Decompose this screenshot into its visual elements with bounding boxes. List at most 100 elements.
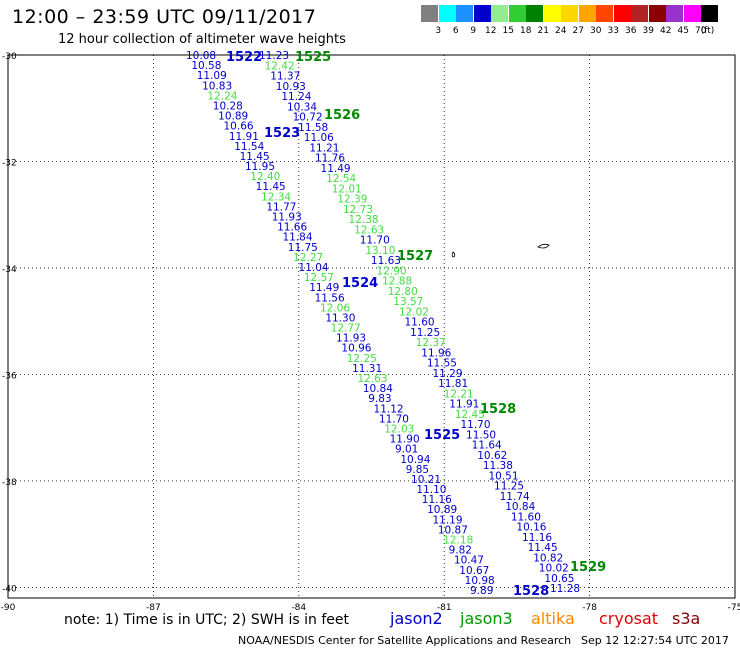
wave-height-value: 11.25 [494, 481, 524, 493]
wave-height-value: 10.08 [186, 50, 216, 62]
wave-height-value: 9.01 [395, 444, 418, 456]
wave-height-value: 11.37 [270, 71, 300, 83]
lat-tick-label: -30 [2, 52, 17, 62]
colorbar-label: 15 [502, 26, 514, 36]
wave-height-value: 10.21 [411, 474, 441, 486]
map-title: 12:00 – 23:59 UTC 09/11/2017 [12, 6, 317, 28]
pass-number-label: 1524 [342, 276, 378, 291]
wave-height-value: 12.06 [320, 302, 350, 314]
colorbar-label: 18 [520, 26, 532, 36]
colorbar-label: 24 [555, 26, 567, 36]
wave-height-value: 11.63 [371, 255, 401, 267]
wave-height-value: 11.30 [325, 312, 355, 324]
colorbar-swatch [631, 5, 648, 22]
wave-height-value: 10.98 [465, 575, 495, 587]
colorbar-label: 36 [625, 26, 637, 36]
wave-height-value: 10.94 [400, 454, 430, 466]
lon-tick-label: -78 [582, 603, 597, 613]
colorbar-label: 12 [485, 26, 497, 36]
wave-height-value: 12.21 [444, 388, 474, 400]
colorbar-label: 27 [572, 26, 584, 36]
wave-height-value: 11.25 [410, 327, 440, 339]
wave-height-value: 12.90 [377, 265, 407, 277]
wave-height-value: 10.84 [363, 383, 393, 395]
wave-height-value: 13.57 [393, 296, 423, 308]
colorbar-label: 21 [537, 26, 549, 36]
wave-height-value: 12.24 [207, 90, 237, 102]
colorbar-swatch [561, 5, 578, 22]
colorbar-label: 45 [677, 26, 689, 36]
wave-height-value: 11.70 [379, 413, 409, 425]
lat-tick-label: -38 [2, 478, 17, 488]
colorbar-label: 30 [590, 26, 602, 36]
wave-height-value: 11.58 [298, 122, 328, 134]
pass-number-label: 1527 [397, 249, 433, 264]
wave-height-value: 12.73 [343, 204, 373, 216]
wave-height-value: 12.42 [265, 60, 295, 72]
wave-height-value: 10.82 [533, 552, 563, 564]
footer-timestamp: Sep 12 12:27:54 UTC 2017 [581, 634, 729, 647]
colorbar-swatch [578, 5, 596, 22]
wave-height-value: 11.50 [466, 429, 496, 441]
colorbar-label: 39 [642, 26, 654, 36]
pass-number-label: 1525 [295, 50, 331, 65]
wave-height-value: 11.70 [460, 419, 490, 431]
wave-height-value: 11.96 [421, 347, 451, 359]
wave-height-value: 12.37 [416, 337, 446, 349]
wave-height-value: 11.23 [259, 50, 289, 62]
lon-tick-label: -90 [1, 603, 16, 613]
pass-number-label: 1529 [570, 560, 606, 575]
map-frame [7, 54, 736, 599]
wave-height-value: 10.87 [438, 524, 468, 536]
wave-height-value: 10.96 [341, 343, 371, 355]
wave-height-value: 11.70 [360, 235, 390, 247]
wave-height-value: 9.82 [449, 545, 472, 557]
wave-height-value: 11.81 [438, 378, 468, 390]
wave-height-value: 12.25 [347, 353, 377, 365]
wave-height-value: 11.10 [416, 484, 446, 496]
wave-height-value: 12.40 [250, 171, 280, 183]
wave-height-value: 12.38 [349, 214, 379, 226]
legend-item-jason2: jason2 [390, 609, 443, 628]
lon-tick-label: -81 [437, 603, 452, 613]
colorbar-swatch [473, 5, 491, 22]
wave-height-value: 11.93 [336, 333, 366, 345]
lat-tick-label: -32 [2, 158, 17, 168]
wave-height-value: 11.16 [422, 494, 452, 506]
colorbar-swatch [438, 5, 456, 22]
wave-height-value: 11.45 [256, 181, 286, 193]
wave-height-value: 11.91 [229, 131, 259, 143]
wave-height-value: 10.16 [516, 522, 546, 534]
wave-height-value: 10.47 [454, 555, 484, 567]
colorbar-label: 3 [435, 26, 442, 36]
wave-height-value: 11.12 [374, 403, 404, 415]
wave-height-value: 10.65 [544, 573, 574, 585]
wave-height-value: 11.31 [352, 363, 382, 375]
wave-height-value: 11.28 [550, 583, 580, 595]
wave-height-value: 11.60 [405, 317, 435, 329]
wave-height-value: 12.34 [261, 191, 291, 203]
colorbar-swatch [543, 5, 561, 22]
wave-height-value: 10.58 [191, 60, 221, 72]
legend-item-cryosat: cryosat [599, 609, 659, 628]
legend-item-jason3: jason3 [460, 609, 513, 628]
wave-height-value: 12.88 [382, 276, 412, 288]
wave-height-value: 10.89 [218, 111, 248, 123]
pass-number-label: 1528 [480, 402, 516, 417]
wave-height-value: 11.76 [315, 153, 345, 165]
lon-tick-label: -87 [146, 603, 161, 613]
wave-height-value: 12.63 [354, 224, 384, 236]
legend-item-altika: altika [531, 609, 575, 628]
note-text: note: 1) Time is in UTC; 2) SWH is in fe… [64, 612, 350, 628]
wave-height-value: 11.95 [245, 161, 275, 173]
wave-height-value: 11.66 [277, 222, 307, 234]
wave-height-value: 10.83 [202, 80, 232, 92]
lat-tick-label: -40 [2, 584, 17, 594]
wave-height-value: 11.09 [197, 70, 227, 82]
wave-height-value: 10.51 [488, 470, 518, 482]
pass-number-label: 1526 [324, 108, 360, 123]
wave-height-value: 13.10 [365, 245, 395, 257]
wave-height-value: 10.66 [224, 121, 254, 133]
colorbar-swatch [456, 5, 473, 22]
